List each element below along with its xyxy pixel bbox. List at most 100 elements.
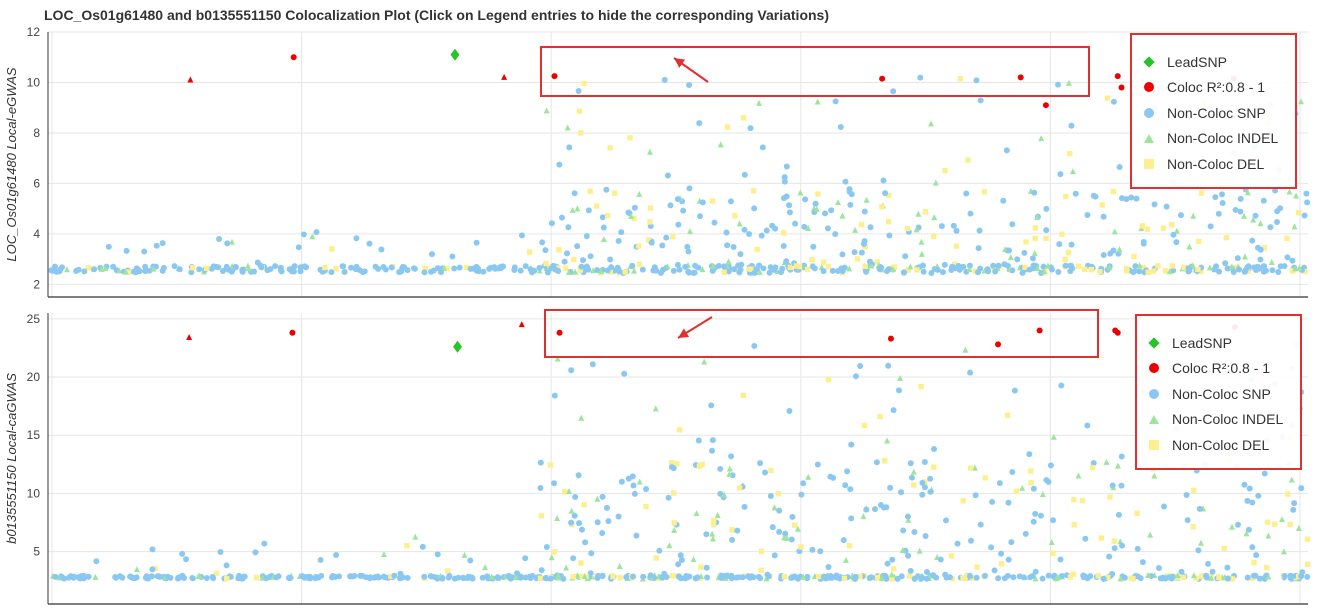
variant-point bbox=[686, 185, 693, 192]
legend-item-leadsnp[interactable]: LeadSNP bbox=[1132, 49, 1295, 75]
variant-point bbox=[64, 266, 71, 273]
variant-point bbox=[467, 557, 474, 564]
variant-point bbox=[848, 515, 855, 522]
variant-point bbox=[670, 267, 677, 274]
variant-point bbox=[1068, 241, 1075, 248]
variant-point bbox=[1032, 235, 1038, 242]
legend-item-non-coloc-del[interactable]: Non-Coloc DEL bbox=[1137, 432, 1300, 458]
variant-point bbox=[636, 190, 643, 197]
variant-point bbox=[725, 258, 732, 265]
variant-point bbox=[1286, 188, 1293, 195]
variant-point bbox=[564, 124, 571, 131]
legend-item-leadsnp[interactable]: LeadSNP bbox=[1137, 330, 1300, 356]
variant-point bbox=[710, 522, 717, 528]
variant-point bbox=[1173, 239, 1180, 246]
variant-point bbox=[670, 465, 677, 472]
coloc-point bbox=[995, 341, 1002, 348]
variant-point bbox=[563, 265, 569, 271]
variant-point bbox=[995, 262, 1002, 269]
variant-point bbox=[1111, 545, 1118, 552]
variant-point bbox=[837, 124, 844, 131]
variant-point bbox=[445, 574, 452, 581]
variant-point bbox=[484, 573, 491, 580]
variant-point bbox=[851, 249, 858, 256]
variant-point bbox=[333, 266, 339, 272]
variant-point bbox=[488, 573, 495, 580]
variant-point bbox=[123, 247, 130, 254]
variant-point bbox=[537, 484, 544, 491]
legend-item-non-coloc-indel[interactable]: Non-Coloc INDEL bbox=[1132, 126, 1295, 152]
variant-point bbox=[428, 268, 435, 275]
variant-point bbox=[934, 266, 941, 273]
variant-point bbox=[547, 462, 554, 468]
variant-point bbox=[907, 263, 914, 270]
variant-point bbox=[547, 575, 554, 582]
variant-point bbox=[571, 190, 578, 197]
variant-point bbox=[636, 478, 643, 485]
variant-point bbox=[977, 521, 984, 528]
variant-point bbox=[948, 553, 955, 559]
variant-point bbox=[1198, 190, 1205, 196]
legend-item-non-coloc-snp[interactable]: Non-Coloc SNP bbox=[1137, 381, 1300, 407]
variant-point bbox=[977, 265, 984, 272]
variant-point bbox=[868, 262, 875, 269]
variant-point bbox=[746, 230, 753, 237]
variant-point bbox=[615, 237, 622, 244]
variant-point bbox=[297, 264, 304, 271]
variant-point bbox=[1253, 552, 1260, 559]
variant-point bbox=[1104, 95, 1111, 101]
variant-point bbox=[1177, 212, 1184, 219]
variant-point bbox=[359, 572, 366, 579]
variant-point bbox=[522, 263, 529, 270]
variant-point bbox=[1272, 187, 1279, 194]
variant-point bbox=[232, 263, 239, 270]
variant-point bbox=[464, 264, 470, 271]
variant-point bbox=[518, 232, 525, 239]
variant-point bbox=[989, 498, 996, 505]
legend-item-coloc-r-0-8-1[interactable]: Coloc R²:0.8 - 1 bbox=[1132, 75, 1295, 101]
variant-point bbox=[927, 488, 934, 495]
legend-item-non-coloc-indel[interactable]: Non-Coloc INDEL bbox=[1137, 407, 1300, 433]
variant-point bbox=[954, 540, 961, 547]
variant-point bbox=[566, 144, 573, 151]
variant-point bbox=[1185, 265, 1192, 272]
legend-item-non-coloc-del[interactable]: Non-Coloc DEL bbox=[1132, 151, 1295, 177]
legend-item-coloc-r-0-8-1[interactable]: Coloc R²:0.8 - 1 bbox=[1137, 356, 1300, 382]
variant-point bbox=[1287, 572, 1294, 579]
variant-point bbox=[1274, 218, 1281, 225]
variant-point bbox=[965, 157, 971, 163]
variant-point bbox=[1016, 573, 1023, 580]
variant-point bbox=[695, 264, 702, 271]
variant-point bbox=[451, 265, 458, 272]
variant-point bbox=[563, 564, 570, 571]
variant-point bbox=[796, 263, 803, 270]
variant-point bbox=[1244, 189, 1251, 196]
legend-item-non-coloc-snp[interactable]: Non-Coloc SNP bbox=[1132, 100, 1295, 126]
variant-point bbox=[1039, 575, 1046, 582]
variant-point bbox=[479, 574, 486, 581]
variant-point bbox=[1027, 574, 1034, 581]
variant-point bbox=[578, 130, 584, 136]
variant-point bbox=[1043, 476, 1050, 483]
variant-point bbox=[1159, 575, 1166, 582]
variant-point bbox=[858, 249, 865, 256]
variant-point bbox=[1082, 535, 1089, 542]
variant-point bbox=[1110, 247, 1117, 254]
variant-point bbox=[904, 513, 911, 520]
variant-point bbox=[1265, 573, 1272, 580]
variant-point bbox=[802, 196, 809, 203]
variant-point bbox=[176, 266, 183, 273]
variant-point bbox=[581, 573, 588, 580]
variant-point bbox=[1206, 264, 1213, 271]
variant-point bbox=[605, 212, 611, 219]
variant-point bbox=[798, 491, 805, 498]
variant-point bbox=[1252, 212, 1259, 219]
variant-point bbox=[861, 422, 868, 429]
legend-top: LeadSNP Coloc R²:0.8 - 1 Non-Coloc SNP Non-… bbox=[1130, 33, 1297, 189]
variant-point bbox=[1257, 220, 1264, 227]
pointer-arrow-head bbox=[674, 58, 686, 68]
legend-bottom: LeadSNP Coloc R²:0.8 - 1 Non-Coloc SNP Non-… bbox=[1135, 314, 1302, 470]
variant-point bbox=[887, 484, 894, 491]
diamond-marker-icon bbox=[1143, 56, 1155, 68]
variant-point bbox=[1010, 574, 1017, 581]
